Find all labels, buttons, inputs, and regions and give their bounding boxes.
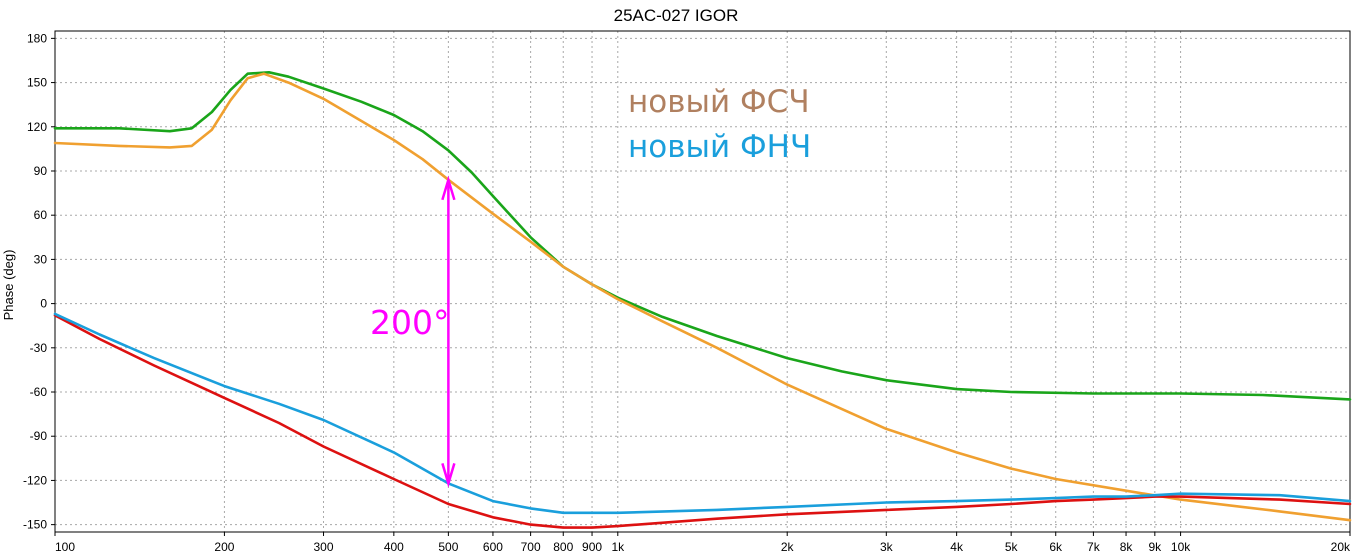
x-tick-label: 20k	[1331, 540, 1351, 554]
x-tick-labels: 100 200 300 400 500 600 700 800 900 1k 2k 3k 4k 5k 6k 7…	[55, 540, 1351, 554]
y-tick-label: 90	[34, 164, 48, 178]
x-tick-label: 500	[438, 540, 458, 554]
y-tick-label: 180	[27, 31, 47, 45]
y-tick-label: -60	[30, 385, 48, 399]
y-tick-label: -120	[23, 473, 47, 487]
x-tick-label: 6k	[1049, 540, 1063, 554]
x-tick-label: 100	[55, 540, 75, 554]
x-tick-label: 2k	[781, 540, 795, 554]
series-line-3	[53, 314, 1352, 529]
y-tick-label: 150	[27, 76, 47, 90]
grid	[55, 31, 1350, 532]
x-tick-label: 3k	[880, 540, 894, 554]
x-tick-label: 800	[553, 540, 573, 554]
chart-title: 25AC-027 IGOR	[614, 6, 739, 25]
series-lines	[53, 71, 1352, 529]
y-tick-label: 60	[34, 208, 48, 222]
annotations: новый ФСЧ новый ФНЧ 200°	[370, 84, 811, 488]
x-tick-label: 900	[582, 540, 602, 554]
x-tick-label: 7k	[1087, 540, 1101, 554]
plot-frame	[54, 30, 1351, 533]
y-tick-label: 30	[34, 252, 48, 266]
y-tick-label: -30	[30, 341, 48, 355]
x-tick-label: 1k	[611, 540, 625, 554]
series-line-4	[53, 312, 1352, 515]
x-tick-label: 5k	[1005, 540, 1019, 554]
annotation-fnch: новый ФНЧ	[628, 129, 811, 165]
y-tick-label: 0	[40, 297, 47, 311]
x-tick-label: 4k	[950, 540, 964, 554]
x-tick-label: 400	[384, 540, 404, 554]
y-axis-label: Phase (deg)	[1, 250, 16, 321]
axes	[51, 30, 1351, 536]
y-tick-label: 120	[27, 120, 47, 134]
annotation-fsch: новый ФСЧ	[628, 84, 810, 120]
x-tick-label: 200	[214, 540, 234, 554]
x-tick-label: 9k	[1148, 540, 1162, 554]
series-line-2	[53, 72, 1352, 522]
y-tick-labels: 180 150 120 90 60 30 0 -30 -60 -90 -120 -150	[23, 31, 47, 531]
x-tick-label: 600	[483, 540, 503, 554]
series-line-1	[53, 71, 1352, 401]
y-tick-label: -90	[30, 429, 48, 443]
x-tick-label: 8k	[1120, 540, 1134, 554]
y-tick-label: -150	[23, 518, 47, 532]
x-tick-label: 300	[314, 540, 334, 554]
arrow-head-top	[441, 175, 456, 201]
annotation-200deg: 200°	[370, 303, 450, 342]
x-tick-label: 700	[521, 540, 541, 554]
x-tick-label: 10k	[1171, 540, 1191, 554]
arrow-head-bottom	[441, 463, 456, 488]
